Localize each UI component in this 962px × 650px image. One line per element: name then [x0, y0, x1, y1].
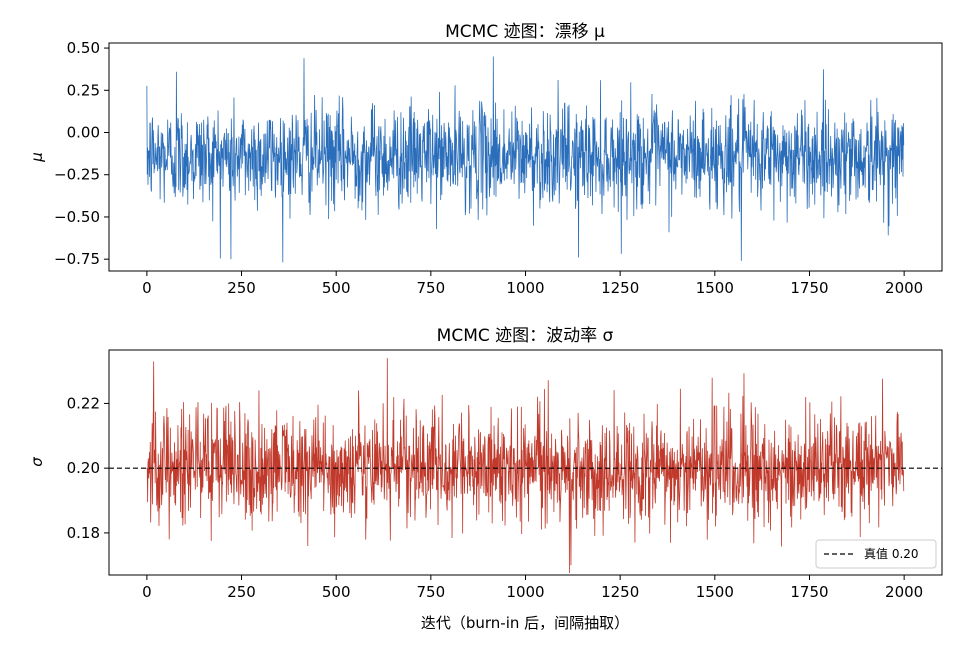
y-tick-label: 0.50 [67, 39, 100, 57]
y-tick-label: 0.18 [67, 524, 100, 542]
legend-entry-true-value: 真值 0.20 [864, 546, 919, 561]
sigma-y-axis-label: σ [28, 457, 46, 467]
x-tick-label: 250 [227, 583, 256, 601]
x-tick-label: 500 [322, 583, 351, 601]
sigma-chart-title: MCMC 迹图：波动率 σ [437, 326, 614, 346]
x-tick-label: 1000 [506, 279, 544, 297]
mu-y-axis-label: μ [28, 152, 46, 163]
x-tick-label: 500 [322, 279, 351, 297]
x-tick-label: 1500 [696, 583, 734, 601]
y-tick-label: −0.50 [54, 208, 100, 226]
x-tick-label: 750 [417, 583, 446, 601]
sigma-trace-panel: MCMC 迹图：波动率 σ 0 250 500 750 1000 1250 1500 1750… [28, 326, 943, 632]
x-tick-label: 1250 [601, 583, 639, 601]
y-tick-label: −0.75 [54, 250, 100, 268]
sigma-trace-series [146, 358, 905, 573]
x-tick-label: 1500 [696, 279, 734, 297]
mu-trace-series [146, 56, 905, 263]
x-tick-label: 2000 [885, 279, 923, 297]
sigma-x-axis: 0 250 500 750 1000 1250 1500 1750 2000 [142, 575, 923, 601]
y-tick-label: 0.25 [67, 81, 100, 99]
x-tick-label: 0 [142, 279, 152, 297]
x-tick-label: 2000 [885, 583, 923, 601]
mu-y-axis: −0.75 −0.50 −0.25 0.00 0.25 0.50 [54, 39, 109, 268]
y-tick-label: 0.22 [67, 394, 100, 412]
y-tick-label: −0.25 [54, 166, 100, 184]
x-tick-label: 1250 [601, 279, 639, 297]
y-tick-label: 0.00 [67, 124, 100, 142]
sigma-y-axis: 0.18 0.20 0.22 [67, 394, 109, 542]
sigma-trace-line [146, 358, 905, 573]
legend-box [815, 539, 937, 569]
legend: 真值 0.20 [815, 539, 937, 569]
x-tick-label: 1750 [790, 583, 828, 601]
mu-trace-line [146, 56, 905, 263]
x-axis-label: 迭代（burn-in 后，间隔抽取） [421, 614, 629, 632]
mu-trace-panel: MCMC 迹图：漂移 μ 0 250 500 750 1000 1250 1500 1750 2… [28, 22, 943, 297]
x-tick-label: 750 [417, 279, 446, 297]
x-tick-label: 1750 [790, 279, 828, 297]
mu-chart-title: MCMC 迹图：漂移 μ [445, 22, 605, 42]
mu-x-axis: 0 250 500 750 1000 1250 1500 1750 2000 [142, 271, 923, 297]
x-tick-label: 0 [142, 583, 152, 601]
x-tick-label: 250 [227, 279, 256, 297]
y-tick-label: 0.20 [67, 459, 100, 477]
x-tick-label: 1000 [506, 583, 544, 601]
